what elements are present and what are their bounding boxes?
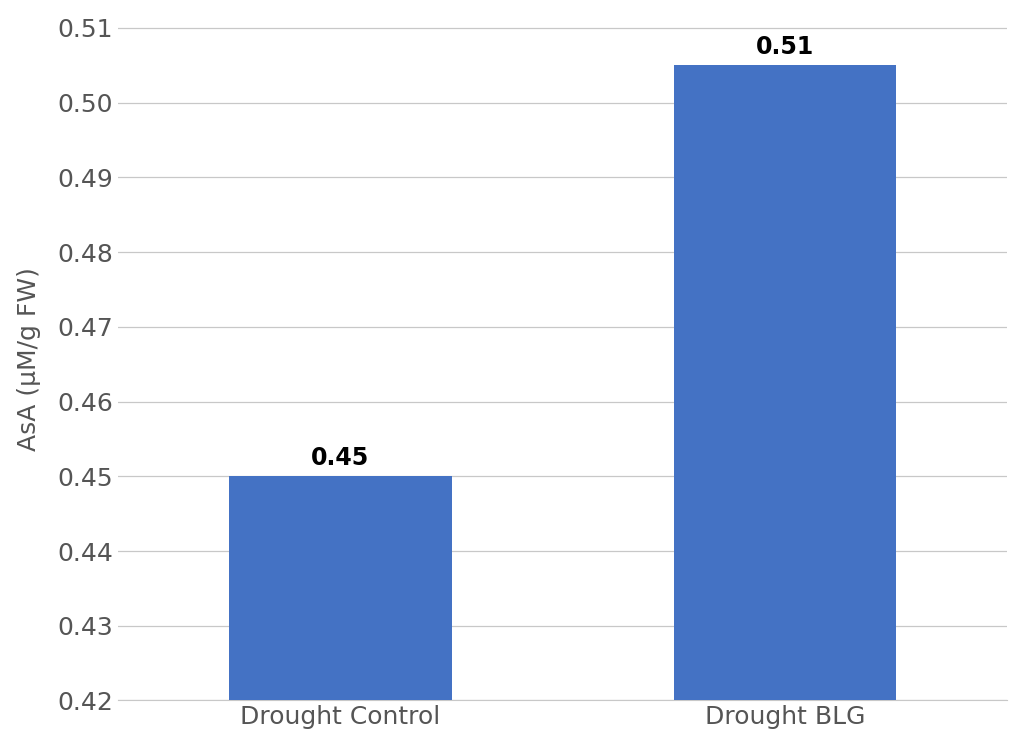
Bar	[674, 66, 896, 746]
Y-axis label: AsA (μM/g FW): AsA (μM/g FW)	[16, 266, 41, 451]
Text: 0.51: 0.51	[756, 35, 814, 60]
Bar	[229, 476, 452, 746]
Text: 0.45: 0.45	[311, 446, 370, 470]
